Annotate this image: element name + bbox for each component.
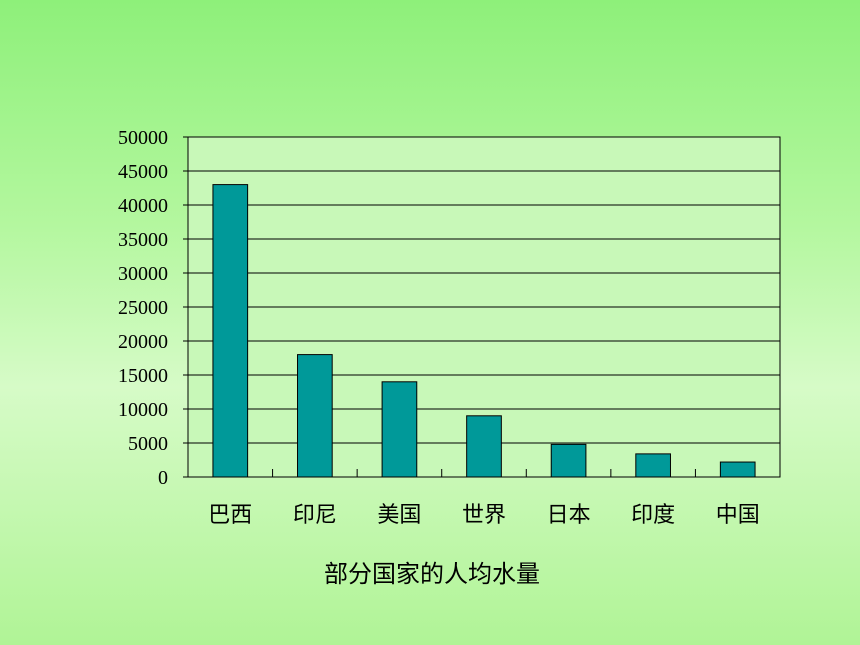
chart-title: 部分国家的人均水量 (324, 560, 540, 588)
y-tick-label: 50000 (118, 127, 168, 149)
bar (212, 184, 249, 478)
x-tick-label: 美国 (377, 503, 421, 528)
y-tick-label: 15000 (118, 365, 168, 387)
y-tick-label: 35000 (118, 229, 168, 251)
x-tick-label: 中国 (716, 503, 760, 528)
gridlines (188, 136, 780, 444)
y-tick-label: 30000 (118, 263, 168, 285)
x-tick-label: 印尼 (293, 503, 337, 528)
bar (381, 381, 418, 478)
y-tick-label: 5000 (128, 433, 168, 455)
x-tick-label: 巴西 (208, 503, 252, 528)
bar (635, 453, 671, 478)
bar (297, 354, 333, 478)
y-tick-label: 45000 (118, 161, 168, 183)
x-tick-label: 印度 (631, 503, 675, 528)
x-tick-label: 世界 (462, 503, 506, 528)
y-tick-label: 0 (158, 467, 168, 489)
y-axis-ticks: 0 5000 10000 15000 20000 25000 30000 35000 40000… (118, 127, 188, 489)
bar (550, 443, 587, 478)
y-tick-label: 10000 (118, 399, 168, 421)
bar (719, 461, 756, 478)
bar (466, 415, 502, 478)
y-tick-label: 40000 (118, 195, 168, 217)
x-tick-label: 日本 (547, 503, 591, 528)
y-tick-label: 25000 (118, 297, 168, 319)
y-tick-label: 20000 (118, 331, 168, 353)
x-axis-ticks: 巴西 印尼 美国 世界 日本 印度 中国 (208, 469, 760, 528)
